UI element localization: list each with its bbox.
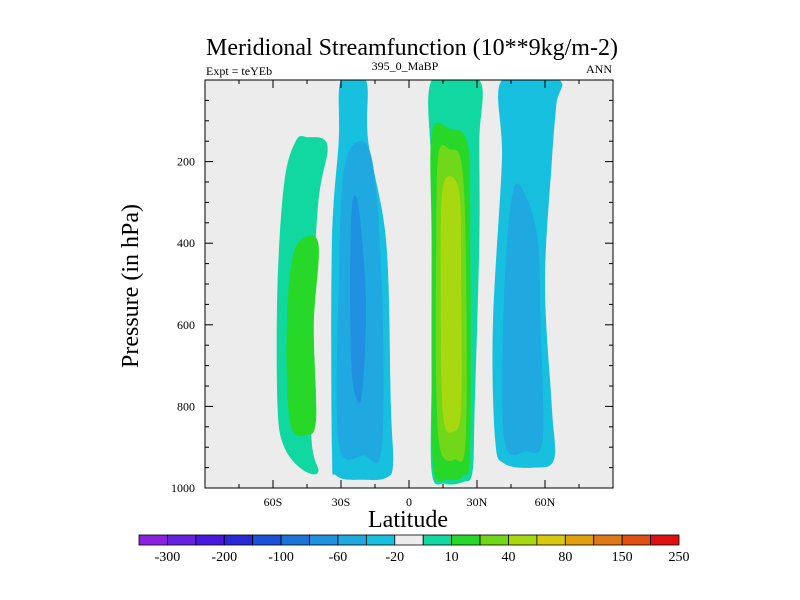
x-axis-label: Latitude (368, 507, 448, 533)
colorbar-label: -60 (329, 550, 348, 565)
contour-level-8 (440, 175, 462, 433)
colorbar-label: 80 (558, 550, 572, 565)
colorbar-swatch (280, 534, 310, 546)
colorbar-swatch (309, 534, 339, 546)
colorbar-swatch (195, 534, 225, 546)
x-tick-label: 60S (264, 495, 283, 509)
chart-title: Meridional Streamfunction (10**9kg/m-2) (206, 35, 618, 61)
contour-level-1 (286, 235, 319, 437)
colorbar-label: 10 (445, 550, 459, 565)
y-tick-label: 400 (177, 236, 195, 250)
colorbar-label: -100 (268, 550, 294, 565)
y-tick-label: 200 (177, 155, 195, 169)
y-tick-label: 600 (177, 318, 195, 332)
colorbar-swatch (365, 534, 396, 546)
colorbar-label: -20 (385, 550, 404, 565)
colorbar-swatch (536, 534, 566, 546)
x-tick-label: 0 (406, 495, 412, 509)
colorbar-label: -200 (211, 550, 237, 565)
x-tick-label: 30N (467, 495, 488, 509)
colorbar-swatch (422, 534, 453, 546)
colorbar-swatch (138, 534, 168, 546)
y-axis-label: Pressure (in hPa) (118, 204, 144, 368)
colorbar-swatch (252, 534, 282, 546)
colorbar-label: -300 (155, 550, 181, 565)
colorbar: -300 -200 -100 -60 -20 10 40 80 150 250 (138, 534, 690, 565)
colorbar-swatch (394, 534, 424, 546)
colorbar-swatch (650, 534, 680, 546)
contour-level-10 (502, 183, 544, 456)
colorbar-swatch (508, 534, 538, 546)
y-axis: 200 400 600 800 1000 (171, 99, 613, 495)
contour-level-4 (350, 195, 366, 403)
colorbar-swatch (223, 534, 254, 546)
colorbar-swatch (593, 534, 623, 546)
y-tick-label: 800 (177, 399, 195, 413)
x-tick-label: 60N (535, 495, 556, 509)
colorbar-label: 250 (669, 550, 690, 565)
subtitle-center: 395_0_MaBP (372, 59, 439, 73)
colorbar-swatch (479, 534, 509, 546)
colorbar-swatch (564, 534, 595, 546)
x-tick-label: 30S (332, 495, 351, 509)
colorbar-swatch (621, 534, 651, 546)
subtitle-left: Expt = teYEb (206, 64, 272, 78)
subtitle-right: ANN (586, 62, 612, 76)
colorbar-label: 150 (612, 550, 633, 565)
contour-layer (276, 80, 563, 485)
colorbar-swatch (167, 534, 197, 546)
y-tick-label: 1000 (171, 481, 195, 495)
colorbar-swatch (337, 534, 367, 546)
x-axis: 60S 30S 0 30N 60N (238, 80, 580, 509)
colorbar-label: 40 (501, 550, 515, 565)
colorbar-swatch (451, 534, 481, 546)
